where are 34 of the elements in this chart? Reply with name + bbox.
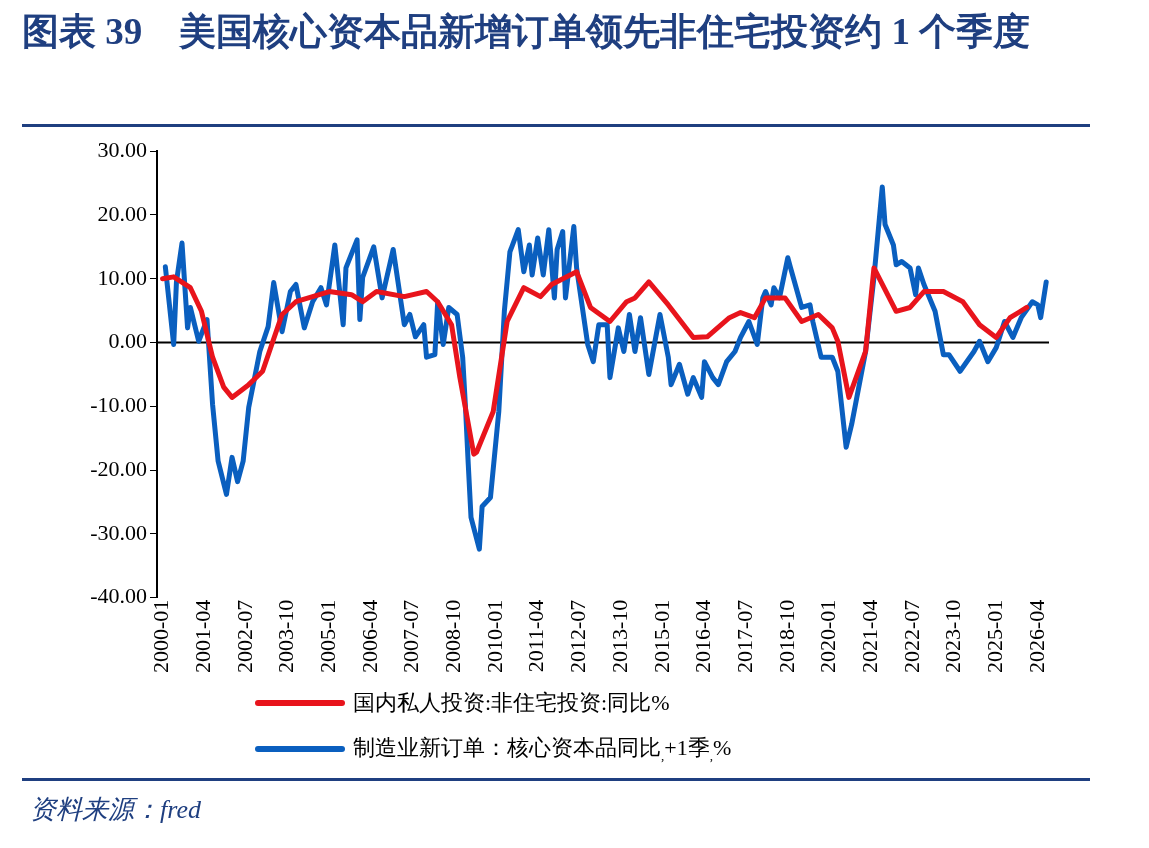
x-tick-label: 2006-04 [356, 599, 382, 673]
x-tick-label: 2002-07 [231, 599, 257, 673]
text: 资料来源：fred [30, 794, 201, 826]
x-tick-label: 2010-01 [481, 599, 507, 673]
x-tick-label: 2000-01 [148, 599, 174, 673]
y-tick-label: 20.00 [97, 200, 147, 226]
x-tick-label: 2005-01 [315, 599, 341, 673]
y-tick-label: 30.00 [97, 136, 147, 162]
x-tick-label: 2017-07 [731, 599, 757, 673]
x-tick-label: 2008-10 [440, 599, 466, 673]
legend-label: 制造业新订单：核心资本品同比$_{,}$+1季$_{,}$% [353, 734, 732, 765]
x-tick-label: 2015-01 [648, 599, 674, 673]
y-tick-label: -30.00 [90, 519, 147, 545]
y-tick-label: -10.00 [90, 392, 147, 418]
x-tick-label: 2021-04 [856, 599, 882, 673]
x-tick-label: 2003-10 [273, 599, 299, 673]
y-tick-label: -40.00 [90, 583, 147, 609]
x-tick-label: 2012-07 [565, 599, 591, 673]
x-tick-label: 2026-04 [1023, 599, 1049, 673]
x-tick-label: 2025-01 [981, 599, 1007, 673]
x-tick-label: 2018-10 [773, 599, 799, 673]
x-tick-label: 2001-04 [190, 599, 216, 673]
x-tick-label: 2013-10 [606, 599, 632, 673]
x-tick-label: 2020-01 [815, 599, 841, 673]
x-tick-label: 2023-10 [940, 599, 966, 673]
legend-label: 国内私人投资:非住宅投资:同比% [353, 689, 670, 717]
chart-title: 图表 39 美国核心资本品新增订单领先非住宅投资约 1 个季度 [22, 10, 1032, 54]
y-tick-label: 0.00 [108, 328, 147, 354]
x-tick-label: 2016-04 [690, 599, 716, 673]
y-tick-label: 10.00 [97, 264, 147, 290]
x-tick-label: 2011-04 [523, 599, 549, 673]
x-tick-label: 2022-07 [898, 599, 924, 673]
y-tick-label: -20.00 [90, 455, 147, 481]
x-tick-label: 2007-07 [398, 599, 424, 673]
